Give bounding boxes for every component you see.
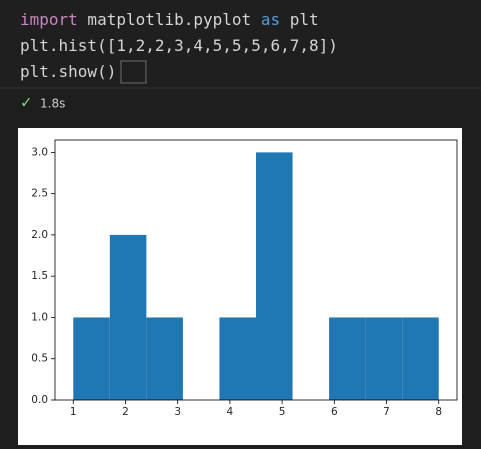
- y-tick-label: 0.5: [31, 353, 48, 365]
- code-lines: import matplotlib.pyplot as plt plt.hist(…: [20, 10, 338, 81]
- bar: [109, 234, 147, 400]
- code-token: import: [20, 10, 78, 29]
- code-line: import matplotlib.pyplot as plt: [20, 10, 319, 29]
- code-token: as: [261, 10, 280, 29]
- y-tick-label: 1.5: [31, 270, 48, 282]
- x-tick-label: 8: [435, 406, 442, 418]
- y-tick-label: 2.5: [31, 188, 48, 200]
- bar: [365, 317, 403, 400]
- code-token: matplotlib.pyplot: [78, 10, 261, 29]
- x-tick-label: 1: [70, 406, 77, 418]
- x-tick-label: 7: [383, 406, 390, 418]
- axes-frame: [54, 139, 458, 401]
- bar: [219, 317, 256, 400]
- code-line: plt.show(): [20, 62, 116, 81]
- status-icon: ✓: [20, 94, 33, 112]
- x-tick-label: 3: [174, 406, 181, 418]
- x-tick-label: 4: [227, 406, 234, 418]
- x-tick-label: 5: [279, 406, 286, 418]
- code-token: plt: [280, 10, 319, 29]
- code-token: plt.show(): [20, 62, 116, 81]
- y-tick-label: 0.0: [31, 394, 48, 406]
- bar: [402, 317, 439, 400]
- x-tick-label: 6: [331, 406, 338, 418]
- bar: [256, 152, 293, 400]
- bar: [329, 317, 366, 400]
- bar: [146, 317, 183, 400]
- x-tick-label: 2: [122, 406, 129, 418]
- y-tick-label: 3.0: [31, 146, 48, 158]
- code-cell[interactable]: [0, 0, 481, 88]
- y-tick-label: 1.0: [31, 311, 48, 323]
- code-token: plt.hist([1,2,2,3,4,5,5,5,6,7,8]): [20, 36, 338, 55]
- y-tick-label: 2.0: [31, 229, 48, 241]
- code-line: plt.hist([1,2,2,3,4,5,5,5,6,7,8]): [20, 36, 338, 55]
- bar: [73, 317, 110, 400]
- status-time: 1.8s: [40, 97, 65, 111]
- plot: 1 2 3 4 5 6 7 8 0.0 0.5 1.0 1.5 2.0 2.5 3.0: [31, 139, 458, 418]
- bracket-highlight: [120, 60, 147, 84]
